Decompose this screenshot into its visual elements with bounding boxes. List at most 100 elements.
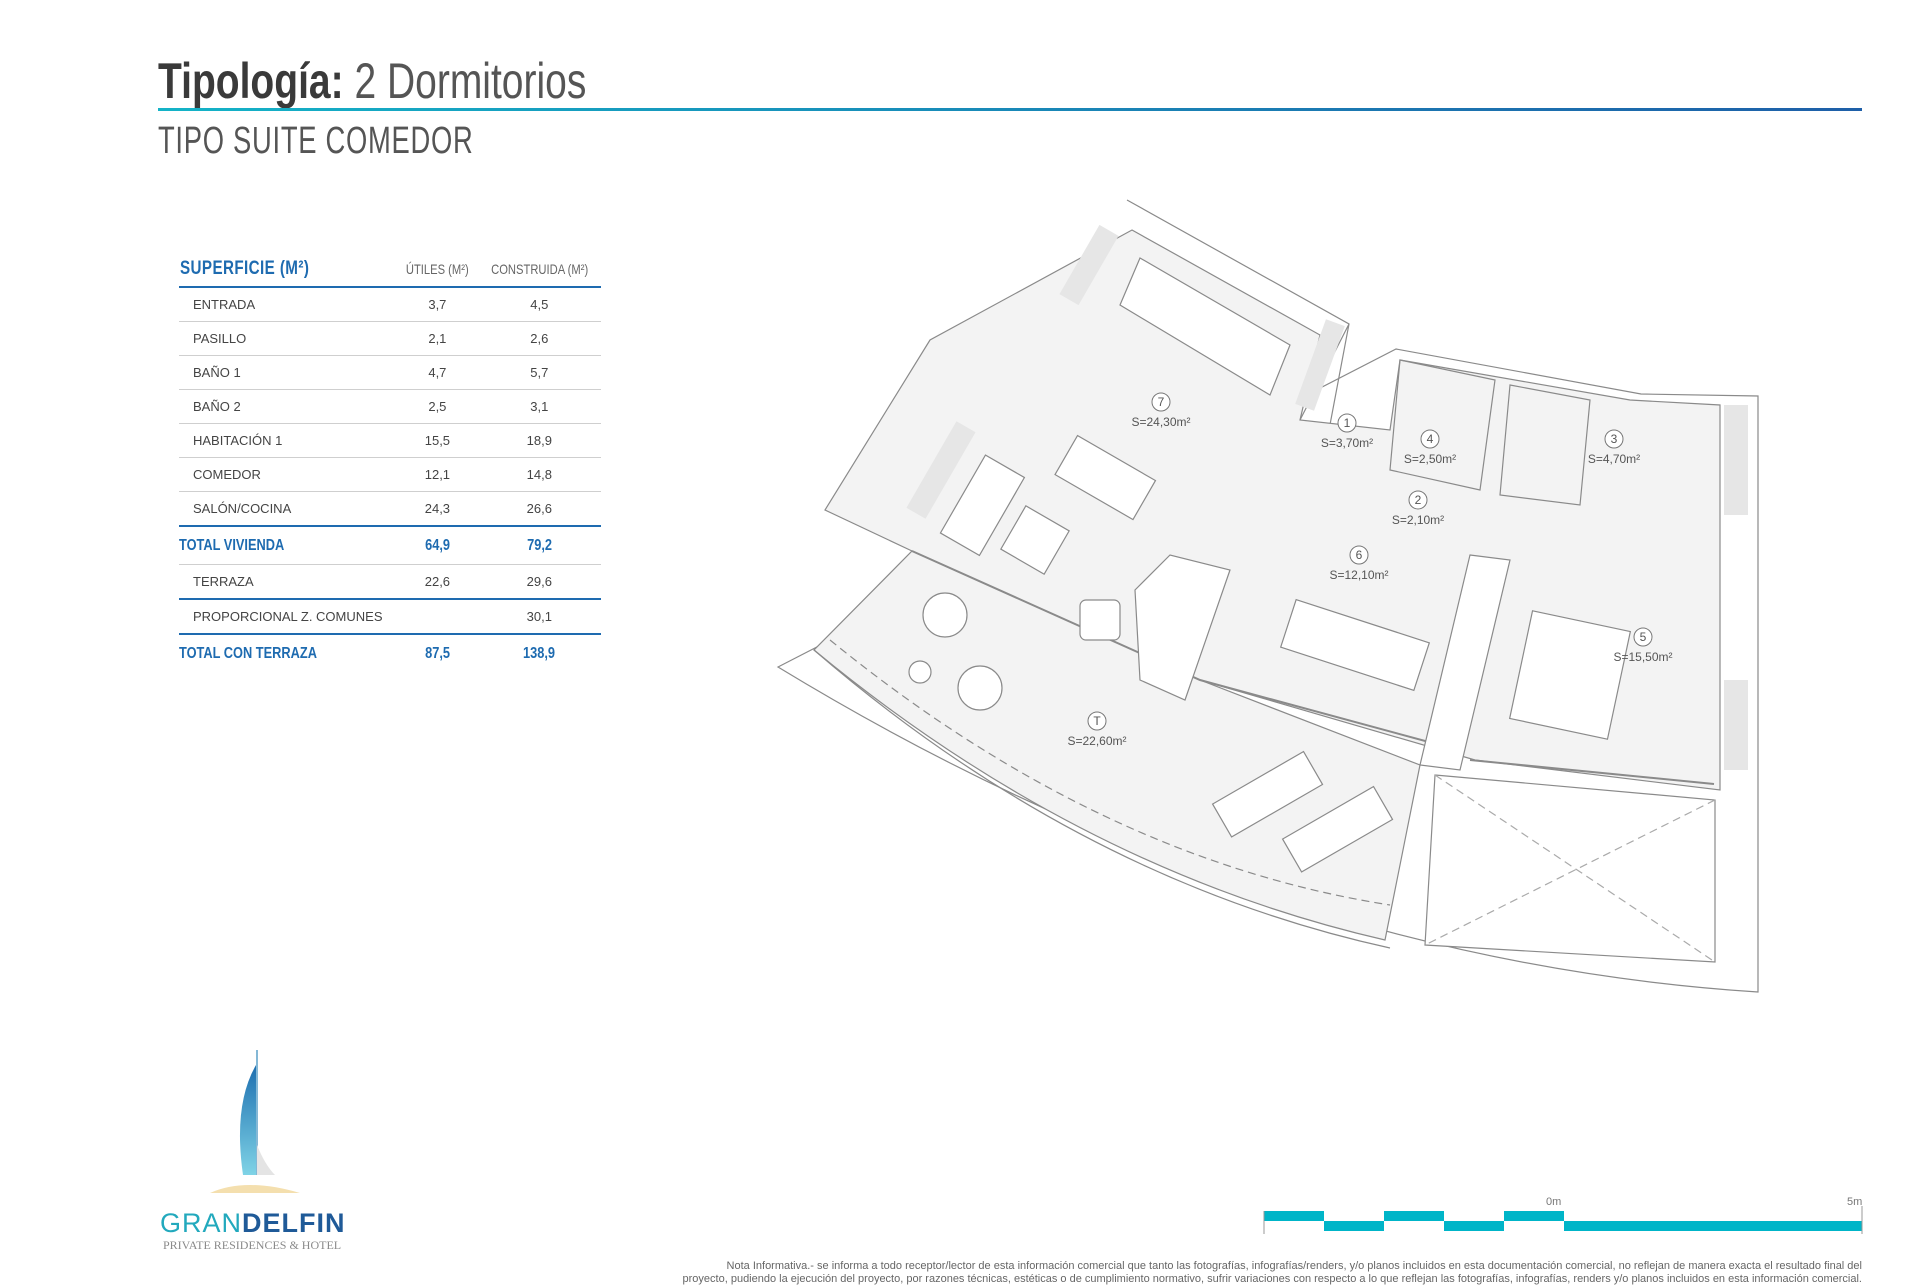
void-cross bbox=[1424, 774, 1716, 963]
room-number: 1 bbox=[1344, 416, 1351, 430]
room-number: T bbox=[1093, 714, 1101, 728]
row-construida: 30,1 bbox=[477, 599, 601, 635]
table-row: BAÑO 1 4,7 5,7 bbox=[179, 355, 601, 390]
room-number-circle bbox=[1087, 711, 1107, 731]
row-utiles: 64,9 bbox=[424, 536, 450, 554]
row-label: TOTAL CON TERRAZA bbox=[179, 644, 317, 662]
room-label: 2 S=2,10m² bbox=[1392, 490, 1444, 527]
header-surface: SUPERFICIE (M²) bbox=[180, 258, 310, 279]
table-header: SUPERFICIE (M²) ÚTILES (M²) CONSTRUIDA (… bbox=[179, 252, 601, 288]
room-label: 4 S=2,50m² bbox=[1404, 429, 1456, 466]
void-area bbox=[1424, 774, 1716, 963]
room-number: 6 bbox=[1356, 548, 1363, 562]
brand-wordmark: GRANDELFIN bbox=[160, 1208, 346, 1239]
room-number: 7 bbox=[1158, 395, 1165, 409]
room-area: S=4,70m² bbox=[1588, 452, 1640, 466]
brand-gran: GRAN bbox=[160, 1208, 243, 1238]
bed bbox=[1508, 610, 1632, 740]
terrace-chair bbox=[922, 592, 968, 638]
room-label: 5 S=15,50m² bbox=[1613, 627, 1673, 664]
table-row: PASILLO 2,1 2,6 bbox=[179, 321, 601, 356]
row-label: BAÑO 2 bbox=[179, 389, 398, 424]
scale-bar bbox=[1263, 1206, 1863, 1234]
sofa bbox=[1054, 434, 1157, 521]
legal-note: Nota Informativa.- se informa a todo rec… bbox=[562, 1260, 1862, 1286]
title-divider bbox=[158, 108, 1862, 111]
room-label: T S=22,60m² bbox=[1067, 711, 1127, 748]
brand-logo-icon bbox=[210, 1050, 300, 1193]
room-label: 7 S=24,30m² bbox=[1131, 392, 1191, 429]
row-construida: 2,6 bbox=[477, 321, 601, 356]
row-utiles: 24,3 bbox=[397, 491, 478, 527]
dining-table bbox=[1279, 598, 1431, 692]
title-label: Tipología: bbox=[158, 53, 344, 109]
table-row: TERRAZA 22,6 29,6 bbox=[179, 564, 601, 600]
row-construida: 14,8 bbox=[477, 457, 601, 492]
room-number-circle bbox=[1408, 490, 1428, 510]
row-label: PROPORCIONAL Z. COMUNES bbox=[179, 599, 398, 635]
armchair bbox=[1079, 599, 1121, 641]
room-area: S=22,60m² bbox=[1067, 734, 1126, 748]
interior-floor bbox=[824, 229, 1721, 791]
legal-note-line: Nota Informativa.- se informa a todo rec… bbox=[726, 1260, 1862, 1272]
room-area: S=15,50m² bbox=[1613, 650, 1672, 664]
row-utiles: 2,1 bbox=[397, 321, 478, 356]
row-utiles: 87,5 bbox=[424, 644, 450, 662]
brand-delfin: DELFIN bbox=[242, 1208, 346, 1238]
title-value: 2 Dormitorios bbox=[354, 53, 587, 109]
room-number: 5 bbox=[1640, 630, 1647, 644]
coffee-table bbox=[1000, 505, 1070, 575]
row-label: BAÑO 1 bbox=[179, 355, 398, 390]
terrace-edge bbox=[813, 649, 1391, 949]
room-number-circle bbox=[1633, 627, 1653, 647]
row-construida: 26,6 bbox=[477, 491, 601, 527]
header-construida: CONSTRUIDA (M²) bbox=[490, 261, 588, 277]
total-terraza-row: TOTAL CON TERRAZA 87,5 138,9 bbox=[179, 634, 601, 672]
lounger bbox=[1211, 750, 1324, 838]
room-label: 1 S=3,70m² bbox=[1321, 413, 1373, 450]
kitchen-counter bbox=[1119, 257, 1291, 396]
brand-tagline: PRIVATE RESIDENCES & HOTEL bbox=[163, 1238, 342, 1252]
row-label: TERRAZA bbox=[179, 564, 398, 600]
lounger bbox=[1281, 785, 1394, 873]
side-table bbox=[908, 660, 932, 684]
bathroom-block bbox=[1389, 359, 1591, 506]
partition-wall bbox=[1419, 554, 1511, 771]
room-number-circle bbox=[1337, 413, 1357, 433]
row-label: SALÓN/COCINA bbox=[179, 491, 398, 527]
table-row: BAÑO 2 2,5 3,1 bbox=[179, 389, 601, 424]
room-number-circle bbox=[1151, 392, 1171, 412]
room-number: 4 bbox=[1427, 432, 1434, 446]
row-construida: 79,2 bbox=[526, 536, 552, 554]
row-construida: 5,7 bbox=[477, 355, 601, 390]
row-construida: 4,5 bbox=[477, 287, 601, 322]
header-utiles: ÚTILES (M²) bbox=[405, 261, 469, 277]
row-label: COMEDOR bbox=[179, 457, 398, 492]
row-utiles: 12,1 bbox=[397, 457, 478, 492]
terrace-arc-dashed bbox=[829, 639, 1391, 906]
table-row: SALÓN/COCINA 24,3 26,6 bbox=[179, 491, 601, 527]
room-number: 3 bbox=[1611, 432, 1618, 446]
room-area: S=2,50m² bbox=[1404, 452, 1456, 466]
room-label: 3 S=4,70m² bbox=[1588, 429, 1640, 466]
row-construida: 3,1 bbox=[477, 389, 601, 424]
room-number: 2 bbox=[1415, 493, 1422, 507]
sofa bbox=[939, 454, 1026, 557]
row-utiles: 4,7 bbox=[397, 355, 478, 390]
row-label: ENTRADA bbox=[179, 287, 398, 322]
room-label: 6 S=12,10m² bbox=[1329, 545, 1389, 582]
window-hatches bbox=[906, 224, 1748, 770]
terrace-chair bbox=[957, 665, 1003, 711]
table-row: ENTRADA 3,7 4,5 bbox=[179, 287, 601, 322]
table-row: PROPORCIONAL Z. COMUNES 30,1 bbox=[179, 599, 601, 635]
row-utiles: 2,5 bbox=[397, 389, 478, 424]
room-area: S=2,10m² bbox=[1392, 513, 1444, 527]
room-area: S=12,10m² bbox=[1329, 568, 1388, 582]
scale-start-label: 0m bbox=[1546, 1196, 1562, 1208]
row-utiles: 3,7 bbox=[397, 287, 478, 322]
table-row: COMEDOR 12,1 14,8 bbox=[179, 457, 601, 492]
row-utiles bbox=[397, 599, 478, 635]
row-construida: 18,9 bbox=[477, 423, 601, 458]
total-vivienda-row: TOTAL VIVIENDA 64,9 79,2 bbox=[179, 525, 601, 565]
partition-wall bbox=[1134, 554, 1231, 701]
